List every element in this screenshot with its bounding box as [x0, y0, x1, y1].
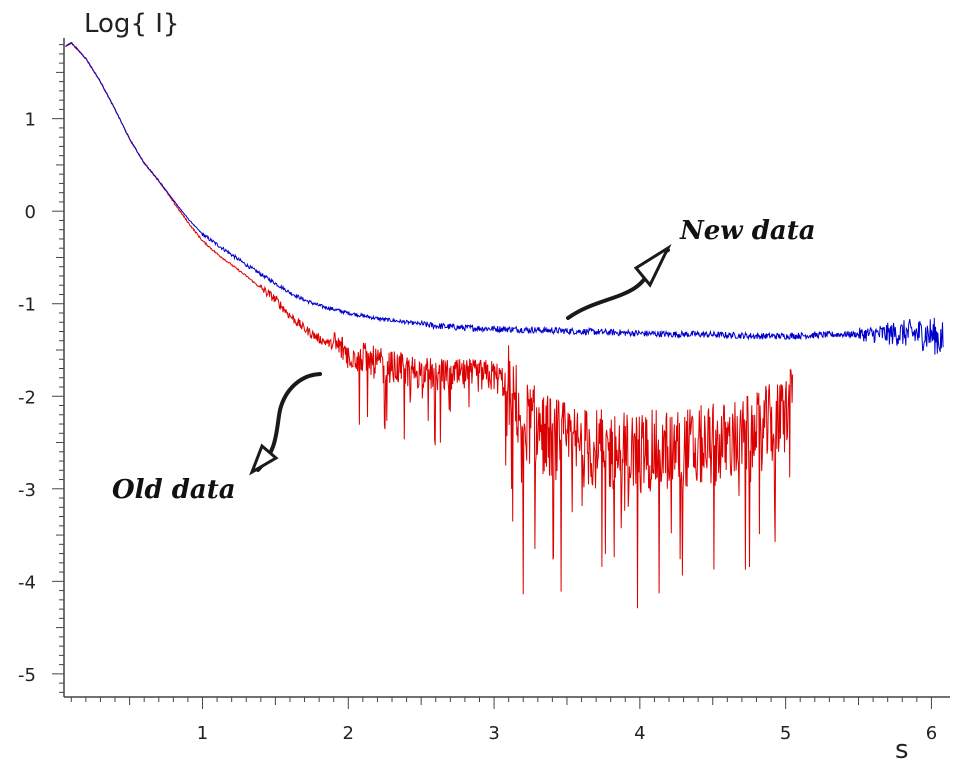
old-data-arrowhead [249, 443, 279, 476]
x-tick-label: 5 [780, 723, 791, 744]
x-tick-label: 3 [488, 723, 499, 744]
old-data-annotation: Old data [112, 475, 236, 505]
x-tick-label: 4 [634, 723, 645, 744]
y-tick-label: 1 [25, 110, 36, 131]
x-tick-label: 2 [343, 723, 354, 744]
y-tick-label: 0 [25, 202, 36, 223]
y-tick-label: -5 [18, 665, 36, 686]
annotation-arrows [249, 243, 672, 476]
series-old-data [65, 41, 794, 609]
series-new-data [65, 41, 944, 355]
series-layer [65, 41, 944, 609]
axes: 1 2 3 4 5 6 1 0 -1 -2 -3 -4 -5 [18, 38, 950, 744]
labels: Log{ I} s New data Old data [84, 9, 909, 765]
new-data-arrowhead [633, 243, 672, 288]
y-tick-label: -3 [18, 480, 36, 501]
y-tick-label: -2 [18, 387, 36, 408]
x-tick-label: 1 [197, 723, 208, 744]
new-data-annotation: New data [679, 216, 816, 246]
x-axis-title: s [895, 735, 909, 765]
x-tick-label: 6 [926, 723, 937, 744]
y-axis-title: Log{ I} [84, 9, 179, 39]
y-tick-label: -1 [18, 295, 36, 316]
y-tick-label: -4 [18, 572, 36, 593]
